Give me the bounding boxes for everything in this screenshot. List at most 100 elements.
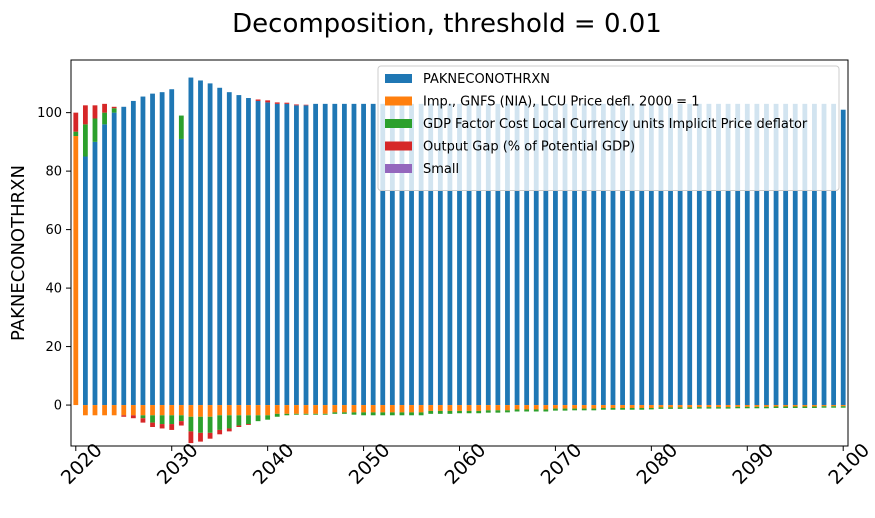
bar-series-1-neg-2037 bbox=[236, 405, 242, 416]
bar-series-2-neg-2067 bbox=[524, 409, 530, 412]
bar-series-3-neg-2032 bbox=[188, 431, 194, 444]
bar-series-3-2022 bbox=[92, 105, 98, 119]
bar-series-0-2088 bbox=[725, 103, 731, 406]
bar-series-1-neg-2092 bbox=[764, 405, 769, 407]
bar-series-0-2047 bbox=[332, 103, 338, 406]
bar-series-1-neg-2081 bbox=[658, 405, 664, 408]
bar-series-2-neg-2042 bbox=[284, 413, 290, 416]
bar-series-3-neg-2026 bbox=[130, 415, 136, 419]
bar-series-0-2056 bbox=[418, 103, 424, 406]
x-tick-label-2060: 2060 bbox=[441, 439, 491, 489]
bar-series-1-neg-2036 bbox=[226, 405, 232, 416]
bar-series-3-neg-2025 bbox=[121, 415, 127, 417]
bar-series-0-2092 bbox=[764, 103, 769, 406]
bar-series-1-2020 bbox=[73, 136, 79, 406]
bar-series-1-neg-2027 bbox=[140, 405, 146, 416]
bar-series-3-neg-2033 bbox=[198, 432, 203, 442]
x-tick-label-2080: 2080 bbox=[632, 439, 682, 489]
bar-series-1-neg-2093 bbox=[773, 405, 779, 407]
bar-series-1-neg-2056 bbox=[418, 405, 424, 413]
bar-series-1-neg-2021 bbox=[82, 405, 88, 416]
bar-series-1-neg-2094 bbox=[783, 405, 789, 407]
bar-series-2-neg-2072 bbox=[572, 408, 578, 411]
legend-label-1: Imp., GNFS (NIA), LCU Price defl. 2000 =… bbox=[423, 95, 699, 110]
bar-series-0-2072 bbox=[572, 103, 578, 406]
legend-label-0: PAKNECONOTHRXN bbox=[423, 72, 550, 87]
bar-series-0-2055 bbox=[409, 103, 414, 406]
bar-series-2-neg-2062 bbox=[476, 410, 482, 414]
bar-series-1-neg-2060 bbox=[457, 405, 462, 411]
bar-series-1-neg-2032 bbox=[188, 405, 194, 417]
bar-series-2-neg-2059 bbox=[447, 410, 453, 414]
bar-series-1-neg-2080 bbox=[648, 405, 654, 408]
x-tick-label-2100: 2100 bbox=[824, 439, 874, 489]
bar-series-0-2060 bbox=[457, 103, 462, 406]
bar-series-0-2098 bbox=[821, 103, 827, 406]
bar-series-0-2046 bbox=[322, 103, 328, 406]
bar-series-2-neg-2055 bbox=[409, 412, 414, 416]
bar-series-2-neg-2070 bbox=[553, 408, 558, 411]
bar-series-0-2054 bbox=[399, 103, 405, 406]
y-tick-label-100: 100 bbox=[37, 106, 62, 121]
bar-series-1-neg-2085 bbox=[696, 405, 702, 408]
x-tick-label-2030: 2030 bbox=[153, 439, 203, 489]
bar-series-2-neg-2061 bbox=[466, 410, 472, 414]
bar-series-2-neg-2097 bbox=[812, 406, 817, 408]
bar-series-2-2021 bbox=[82, 124, 88, 157]
bar-series-3-2039 bbox=[255, 99, 261, 101]
bar-series-1-neg-2070 bbox=[553, 405, 558, 409]
bar-series-0-2066 bbox=[514, 103, 520, 406]
bar-series-0-2037 bbox=[236, 95, 242, 406]
bar-series-0-2075 bbox=[600, 103, 606, 406]
bar-series-1-neg-2087 bbox=[716, 405, 721, 408]
bar-series-1-neg-2064 bbox=[495, 405, 501, 411]
bar-series-1-neg-2033 bbox=[198, 405, 203, 417]
bar-series-1-neg-2061 bbox=[466, 405, 472, 411]
bar-series-0-2057 bbox=[428, 103, 434, 406]
bar-series-2-neg-2051 bbox=[370, 412, 376, 416]
bar-series-0-2043 bbox=[294, 105, 299, 406]
bar-series-1-neg-2068 bbox=[533, 405, 539, 410]
bar-series-2-neg-2033 bbox=[198, 416, 203, 433]
legend-label-2: GDP Factor Cost Local Currency units Imp… bbox=[423, 117, 808, 132]
bar-series-3-2040 bbox=[265, 100, 271, 103]
bar-series-2-neg-2040 bbox=[265, 415, 271, 420]
bar-series-2-neg-2087 bbox=[716, 407, 721, 409]
bar-series-1-neg-2083 bbox=[677, 405, 683, 408]
bar-series-2-neg-2044 bbox=[303, 413, 309, 415]
bar-series-1-neg-2030 bbox=[169, 405, 175, 416]
bar-series-2-neg-2052 bbox=[380, 412, 386, 416]
bar-series-2-neg-2091 bbox=[754, 406, 760, 409]
bar-series-0-2077 bbox=[620, 103, 625, 406]
bar-series-0-2061 bbox=[466, 103, 472, 406]
bar-series-1-neg-2059 bbox=[447, 405, 453, 411]
bar-series-0-2067 bbox=[524, 103, 530, 406]
bar-series-3-neg-2037 bbox=[236, 425, 242, 427]
bar-series-1-neg-2072 bbox=[572, 405, 578, 409]
legend-swatch-1 bbox=[385, 96, 412, 106]
bar-series-1-neg-2079 bbox=[639, 405, 645, 408]
bar-series-1-neg-2047 bbox=[332, 405, 338, 413]
legend-label-3: Output Gap (% of Potential GDP) bbox=[423, 140, 635, 155]
bar-series-2-neg-2083 bbox=[677, 407, 683, 409]
bar-series-2-neg-2050 bbox=[361, 412, 366, 416]
bar-series-2-neg-2047 bbox=[332, 412, 338, 414]
bar-series-1-neg-2049 bbox=[351, 405, 357, 413]
bar-series-0-2026 bbox=[130, 100, 136, 406]
bar-series-0-2083 bbox=[677, 103, 683, 406]
bar-series-1-neg-2038 bbox=[246, 405, 251, 416]
bar-series-2-neg-2076 bbox=[610, 407, 616, 410]
bar-series-1-neg-2055 bbox=[409, 405, 414, 413]
bar-series-1-neg-2071 bbox=[562, 405, 568, 409]
bar-series-0-2090 bbox=[744, 103, 750, 406]
bar-series-2-neg-2048 bbox=[341, 412, 347, 414]
bar-series-2-neg-2075 bbox=[600, 407, 606, 410]
bar-series-0-2085 bbox=[696, 103, 702, 406]
bar-series-2-neg-2092 bbox=[764, 406, 769, 409]
x-tick-label-2040: 2040 bbox=[249, 439, 299, 489]
bar-series-1-neg-2048 bbox=[341, 405, 347, 413]
bar-series-1-neg-2097 bbox=[812, 405, 817, 407]
bar-series-2-2031 bbox=[178, 115, 184, 139]
bar-series-3-neg-2031 bbox=[178, 421, 184, 426]
bar-series-1-neg-2089 bbox=[735, 405, 741, 407]
